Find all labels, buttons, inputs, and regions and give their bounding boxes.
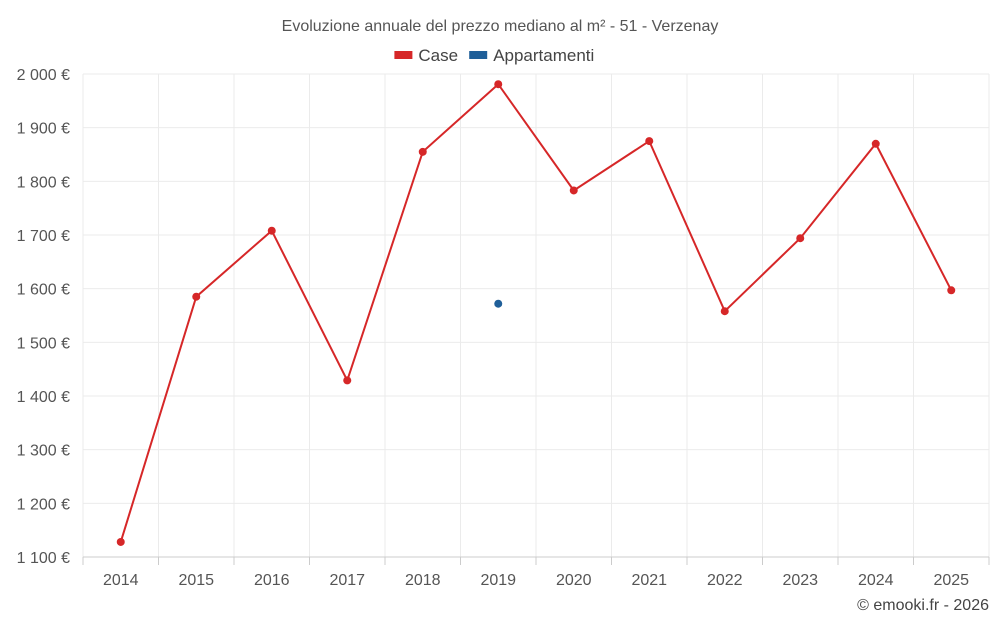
x-tick-label: 2019 [480, 572, 516, 589]
legend-label: Case [418, 46, 458, 65]
y-tick-label: 1 600 € [17, 282, 70, 299]
legend-label: Appartamenti [493, 46, 594, 65]
axes: 1 100 € 1 200 € 1 300 € 1 400 € 1 500 € 1 600… [17, 67, 990, 589]
x-tick-label: 2021 [631, 572, 667, 589]
data-point-case-2020[interactable] [569, 186, 578, 195]
y-tick-label: 1 200 € [17, 496, 70, 513]
legend: Case Appartamenti [394, 46, 594, 65]
data-point-case-2018[interactable] [418, 147, 427, 156]
x-tick-label: 2015 [178, 572, 214, 589]
data-point-appartamenti-2019[interactable] [494, 299, 503, 308]
y-tick-label: 1 100 € [17, 550, 70, 567]
y-tick-label: 1 800 € [17, 174, 70, 191]
y-tick-label: 1 900 € [17, 121, 70, 138]
series-appartamenti [494, 299, 503, 308]
data-point-case-2021[interactable] [645, 137, 654, 146]
data-point-case-2024[interactable] [871, 139, 880, 148]
x-tick-label: 2022 [707, 572, 743, 589]
x-tick-label: 2024 [858, 572, 894, 589]
x-tick-label: 2014 [103, 572, 139, 589]
legend-item-case[interactable]: Case [394, 46, 458, 65]
data-point-case-2019[interactable] [494, 80, 503, 89]
data-point-case-2023[interactable] [796, 234, 805, 243]
y-tick-label: 1 500 € [17, 335, 70, 352]
x-tick-label: 2023 [782, 572, 818, 589]
x-tick-label: 2020 [556, 572, 592, 589]
legend-item-appartamenti[interactable]: Appartamenti [469, 46, 594, 65]
chart-title: Evoluzione annuale del prezzo mediano al… [282, 18, 719, 35]
y-tick-label: 1 300 € [17, 443, 70, 460]
grid [82, 73, 990, 557]
series-line-case [119, 82, 953, 543]
legend-swatch [469, 51, 488, 59]
data-point-case-2014[interactable] [116, 537, 125, 546]
x-tick-label: 2017 [329, 572, 365, 589]
data-point-case-2017[interactable] [343, 376, 352, 385]
data-point-case-2025[interactable] [947, 286, 956, 295]
series-layer [116, 80, 956, 546]
data-point-case-2015[interactable] [192, 292, 201, 301]
x-tick-label: 2018 [405, 572, 441, 589]
credit-text: © emooki.fr - 2026 [857, 597, 989, 614]
series-case [116, 80, 956, 546]
x-tick-label: 2025 [933, 572, 969, 589]
data-point-case-2022[interactable] [720, 307, 729, 316]
y-tick-label: 1 700 € [17, 228, 70, 245]
y-tick-label: 2 000 € [17, 67, 70, 84]
y-tick-label: 1 400 € [17, 389, 70, 406]
data-point-case-2016[interactable] [267, 226, 276, 235]
x-tick-label: 2016 [254, 572, 290, 589]
legend-swatch [394, 51, 413, 59]
